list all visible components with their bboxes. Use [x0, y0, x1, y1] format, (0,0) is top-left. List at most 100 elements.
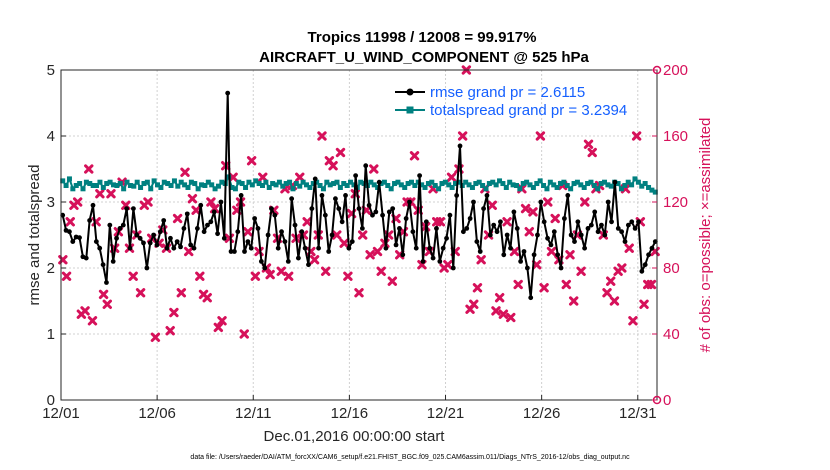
rmse-point: [397, 226, 402, 231]
spread-point: [551, 182, 557, 188]
rmse-point: [346, 245, 352, 251]
spread-point: [371, 182, 377, 188]
rmse-point: [535, 232, 540, 238]
y-right-tick-label: 120: [663, 194, 688, 211]
spread-point: [486, 181, 492, 187]
spread-point: [202, 183, 208, 188]
spread-point: [622, 183, 628, 188]
rmse-point: [130, 206, 136, 212]
spread-point: [219, 179, 225, 185]
spread-point: [155, 182, 161, 188]
spread-point: [138, 184, 144, 190]
obs-marker: [546, 246, 557, 257]
rmse-point: [174, 239, 180, 245]
obs-marker: [320, 266, 331, 276]
obs-marker: [102, 299, 112, 309]
rmse-point: [649, 245, 655, 251]
rmse-point: [568, 232, 574, 238]
spread-point: [212, 186, 218, 192]
spread-point: [324, 179, 330, 185]
rmse-point: [498, 219, 503, 225]
rmse-point: [612, 179, 618, 185]
rmse-point: [154, 242, 160, 248]
spread-point: [185, 184, 191, 190]
obs-marker: [539, 283, 549, 293]
legend-rmse-label: rmse grand pr = 2.6115: [430, 84, 585, 101]
obs-marker: [569, 296, 579, 306]
y-tick-label: 4: [47, 128, 55, 145]
obs-marker: [135, 288, 146, 298]
spread-point: [320, 186, 326, 192]
rmse-point: [178, 244, 183, 250]
rmse-point: [467, 216, 473, 221]
rmse-point: [110, 259, 116, 264]
rmse-point: [423, 219, 429, 225]
rmse-point: [258, 259, 264, 264]
spread-point: [80, 186, 86, 192]
rmse-point: [218, 199, 224, 205]
rmse-point: [322, 212, 328, 218]
obs-marker: [528, 207, 538, 217]
obs-marker: [72, 197, 83, 207]
spread-point: [483, 186, 489, 192]
spread-point: [239, 181, 245, 187]
legend-spread-marker: [406, 106, 414, 114]
spread-point: [598, 181, 604, 187]
obs-marker: [317, 131, 327, 141]
spread-point: [446, 182, 452, 188]
spread-point: [307, 184, 313, 190]
obs-marker: [343, 271, 353, 281]
rmse-point: [144, 265, 150, 271]
spread-point: [70, 186, 76, 192]
rmse-point: [181, 226, 187, 231]
spread-point: [453, 181, 459, 187]
obs-marker: [95, 189, 105, 199]
obs-marker: [550, 213, 560, 224]
spread-point: [337, 184, 343, 190]
rmse-point: [551, 229, 557, 235]
obs-marker: [443, 260, 453, 270]
spread-point: [195, 186, 201, 192]
obs-marker: [531, 260, 542, 270]
rmse-point: [504, 232, 510, 238]
obs-marker: [520, 203, 531, 214]
obs-marker: [476, 255, 486, 265]
spread-point: [473, 181, 479, 187]
spread-point: [246, 179, 252, 185]
obs-marker: [524, 227, 534, 237]
spread-point: [327, 182, 333, 188]
rmse-point: [605, 199, 611, 205]
y-right-tick-label: 40: [663, 326, 680, 343]
obs-marker: [128, 271, 138, 281]
spread-point: [175, 183, 181, 189]
spread-point: [117, 181, 123, 187]
rmse-point: [225, 90, 231, 96]
obs-marker: [617, 263, 627, 273]
rmse-point: [333, 196, 338, 202]
spread-point: [588, 179, 594, 185]
spread-point: [151, 178, 157, 184]
spread-point: [280, 183, 286, 189]
obs-marker: [372, 246, 383, 257]
rmse-point: [565, 193, 571, 198]
spread-point: [107, 179, 113, 185]
spread-point: [131, 183, 137, 189]
obs-marker: [513, 279, 523, 290]
obs-marker: [246, 156, 257, 166]
rmse-point: [205, 222, 210, 228]
spread-point: [124, 179, 130, 185]
rmse-point: [572, 239, 577, 245]
rmse-point: [524, 265, 530, 271]
spread-point: [608, 183, 614, 189]
obs-marker: [606, 276, 616, 286]
y-right-tick-label: 200: [663, 62, 688, 79]
rmse-point: [541, 219, 547, 225]
obs-marker: [335, 147, 346, 158]
spread-point: [618, 186, 624, 192]
spread-point: [605, 182, 611, 188]
y-tick-label: 3: [47, 194, 55, 211]
obs-marker: [191, 205, 201, 215]
rmse-point: [127, 245, 133, 251]
rmse-point: [625, 222, 631, 228]
x-tick-label: 12/21: [427, 405, 465, 422]
